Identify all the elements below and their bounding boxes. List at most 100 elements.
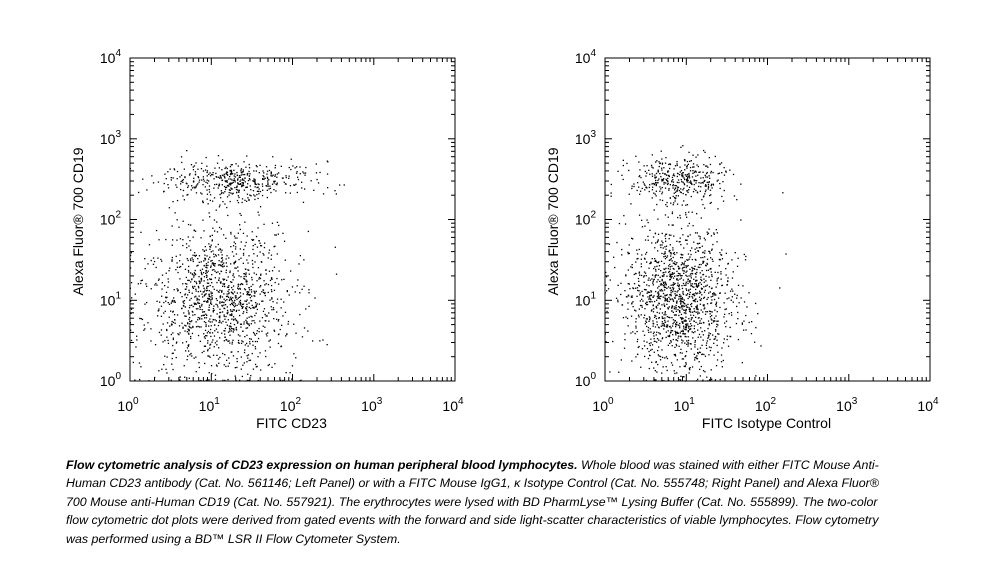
data-point-1-699 xyxy=(685,308,687,311)
data-point-1-314 xyxy=(182,342,184,344)
data-point-2-118 xyxy=(236,171,238,174)
data-point-1-1150 xyxy=(658,261,660,263)
data-point-2-148 xyxy=(241,185,243,188)
data-point-1-1072 xyxy=(231,318,233,320)
data-point-2-188 xyxy=(219,177,221,179)
data-point-1-925 xyxy=(136,339,138,341)
data-point-2-181 xyxy=(693,179,695,181)
data-point-2-337 xyxy=(630,203,632,205)
data-point-2-74 xyxy=(189,173,191,175)
data-point-1-998 xyxy=(616,241,618,244)
data-point-2-298 xyxy=(662,172,664,174)
data-point-1-1295 xyxy=(187,269,190,272)
data-point-1-1069 xyxy=(754,341,756,343)
data-point-1-974 xyxy=(664,305,666,307)
data-point-1-1172 xyxy=(130,312,132,315)
data-point-2-83 xyxy=(663,178,665,180)
data-point-1-761 xyxy=(187,236,189,238)
data-point-1-23 xyxy=(634,332,636,335)
data-point-2-315 xyxy=(246,186,248,188)
data-point-1-576 xyxy=(707,296,709,299)
data-point-2-108 xyxy=(261,194,264,197)
data-point-1-615 xyxy=(182,239,184,241)
data-point-2-266 xyxy=(688,211,690,213)
data-point-1-1094 xyxy=(661,284,663,286)
data-point-1-1352 xyxy=(694,272,696,275)
data-point-1-1337 xyxy=(681,330,683,333)
data-point-1-1393 xyxy=(689,293,691,296)
data-point-1-1006 xyxy=(207,297,209,300)
data-point-2-61 xyxy=(195,162,197,164)
data-point-1-107 xyxy=(238,309,240,311)
data-point-1-464 xyxy=(682,302,685,304)
data-point-1-578 xyxy=(711,311,713,313)
data-point-1-940 xyxy=(192,285,194,288)
data-point-1-100 xyxy=(230,296,232,298)
data-point-1-1161 xyxy=(656,265,658,267)
axis-ticks xyxy=(129,58,455,382)
data-point-1-31 xyxy=(192,314,194,316)
data-point-1-371 xyxy=(187,355,189,357)
data-point-1-549 xyxy=(248,255,250,257)
data-point-1-182 xyxy=(226,265,228,268)
data-point-1-1039 xyxy=(726,338,728,341)
data-point-1-116 xyxy=(202,272,205,274)
data-point-1-958 xyxy=(154,284,156,286)
data-points xyxy=(129,150,345,382)
data-point-1-609 xyxy=(161,288,163,290)
data-point-2-212 xyxy=(234,176,237,178)
data-point-2-71 xyxy=(699,171,701,173)
data-point-1-613 xyxy=(234,237,236,239)
data-point-1-291 xyxy=(130,308,133,310)
data-point-1-690 xyxy=(235,253,238,255)
data-point-1-899 xyxy=(211,297,213,299)
data-point-1-548 xyxy=(230,299,232,301)
data-point-2-388 xyxy=(258,193,260,195)
data-point-1-952 xyxy=(629,288,631,290)
data-point-2-277 xyxy=(667,182,669,185)
data-point-1-515 xyxy=(242,303,245,305)
data-point-1-823 xyxy=(699,351,701,354)
data-point-2-146 xyxy=(182,181,184,183)
data-point-1-1135 xyxy=(672,300,675,302)
data-point-1-822 xyxy=(691,302,693,305)
data-point-1-975 xyxy=(658,346,660,348)
data-point-1-169 xyxy=(252,340,254,343)
data-point-2-353 xyxy=(676,203,679,205)
data-point-1-916 xyxy=(226,309,229,312)
data-point-2-145 xyxy=(197,183,199,185)
data-point-1-1110 xyxy=(639,304,642,307)
data-point-2-321 xyxy=(676,186,679,188)
data-point-1-623 xyxy=(203,276,206,278)
data-point-1-147 xyxy=(261,291,263,293)
data-point-2-272 xyxy=(200,168,203,170)
data-point-1-499 xyxy=(246,281,248,283)
data-point-1-439 xyxy=(179,278,181,280)
data-point-1-1019 xyxy=(711,314,713,317)
data-point-1-429 xyxy=(654,300,656,303)
data-point-1-538 xyxy=(722,359,724,362)
data-point-1-447 xyxy=(673,370,675,372)
data-point-1-1381 xyxy=(693,268,695,270)
data-point-1-923 xyxy=(672,249,674,251)
data-point-1-842 xyxy=(195,290,197,292)
data-point-1-565 xyxy=(704,330,706,332)
data-point-1-209 xyxy=(663,284,665,286)
data-point-1-1018 xyxy=(165,238,167,241)
data-point-1-840 xyxy=(207,282,210,284)
data-point-1-574 xyxy=(657,304,659,306)
data-point-1-1207 xyxy=(716,241,718,243)
data-point-1-1278 xyxy=(231,351,233,353)
data-point-1-136 xyxy=(212,308,215,310)
data-point-1-420 xyxy=(238,301,241,303)
data-point-1-200 xyxy=(688,318,690,320)
data-point-1-1094 xyxy=(184,376,186,378)
data-point-2-3 xyxy=(655,184,657,187)
data-point-2-95 xyxy=(638,161,640,163)
data-point-1-174 xyxy=(651,361,653,363)
data-point-1-786 xyxy=(206,286,208,288)
data-point-1-195 xyxy=(144,303,146,305)
data-point-1-1158 xyxy=(741,323,743,325)
data-point-1-583 xyxy=(219,302,221,304)
data-point-1-998 xyxy=(268,270,271,272)
